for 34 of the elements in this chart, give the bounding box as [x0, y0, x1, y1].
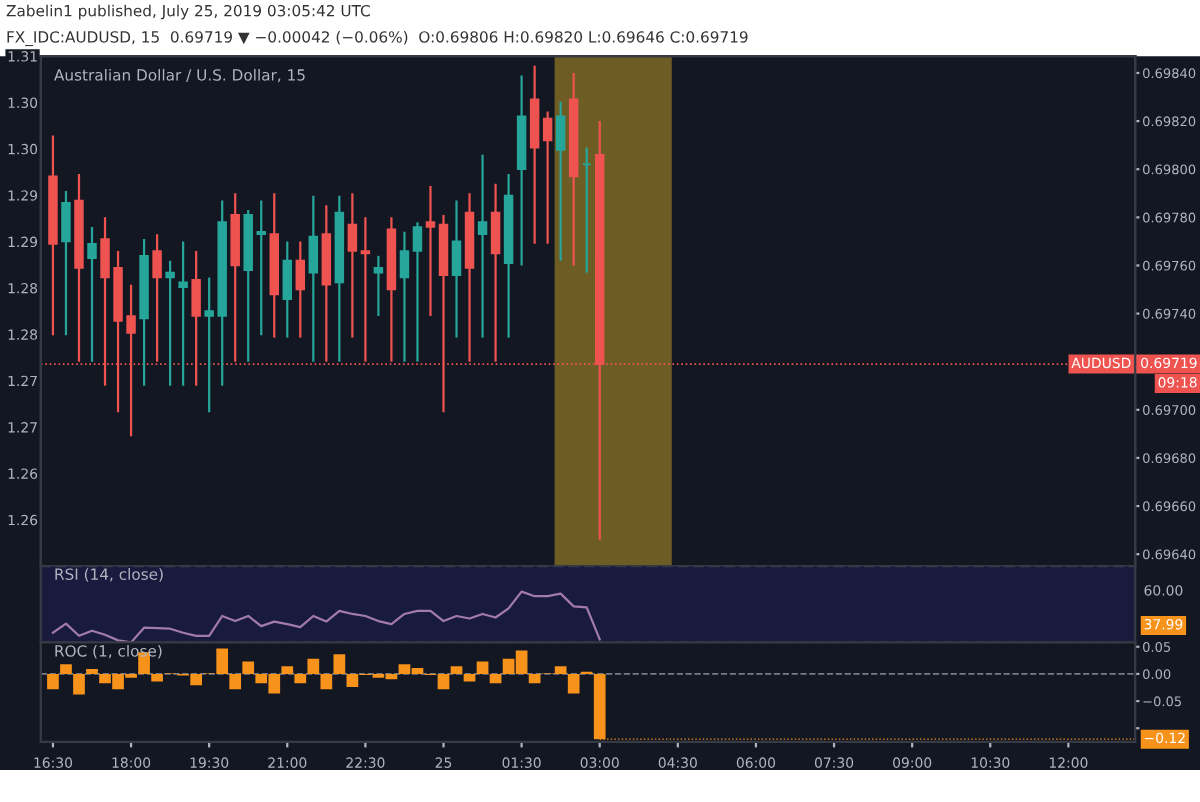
bar — [450, 666, 463, 674]
candlestick — [282, 240, 293, 339]
candlestick — [308, 194, 319, 363]
bar — [489, 673, 502, 684]
candlestick — [477, 153, 488, 339]
candlestick — [87, 225, 97, 363]
bar — [242, 661, 255, 674]
candlestick — [295, 240, 306, 339]
candlestick — [399, 230, 410, 363]
bar — [151, 673, 163, 682]
candlestick — [542, 110, 553, 245]
candlestick — [412, 221, 423, 363]
candlestick — [555, 100, 566, 262]
bar — [567, 673, 580, 694]
bar — [476, 661, 489, 674]
bar — [320, 673, 333, 690]
bar — [281, 666, 294, 674]
bar — [528, 673, 541, 684]
bar — [60, 664, 72, 674]
candlestick — [451, 199, 462, 339]
candlestick — [373, 254, 384, 318]
candlestick — [347, 192, 358, 339]
candlestick — [256, 199, 266, 337]
bar — [463, 673, 476, 682]
bar — [47, 673, 59, 690]
bar — [294, 673, 307, 684]
bar — [333, 654, 346, 674]
candlestick — [425, 184, 436, 318]
bar — [73, 673, 85, 695]
bar — [307, 658, 320, 674]
candlestick — [165, 259, 175, 387]
candlestick — [61, 189, 71, 337]
candlestick — [178, 240, 188, 387]
bar — [229, 673, 242, 690]
